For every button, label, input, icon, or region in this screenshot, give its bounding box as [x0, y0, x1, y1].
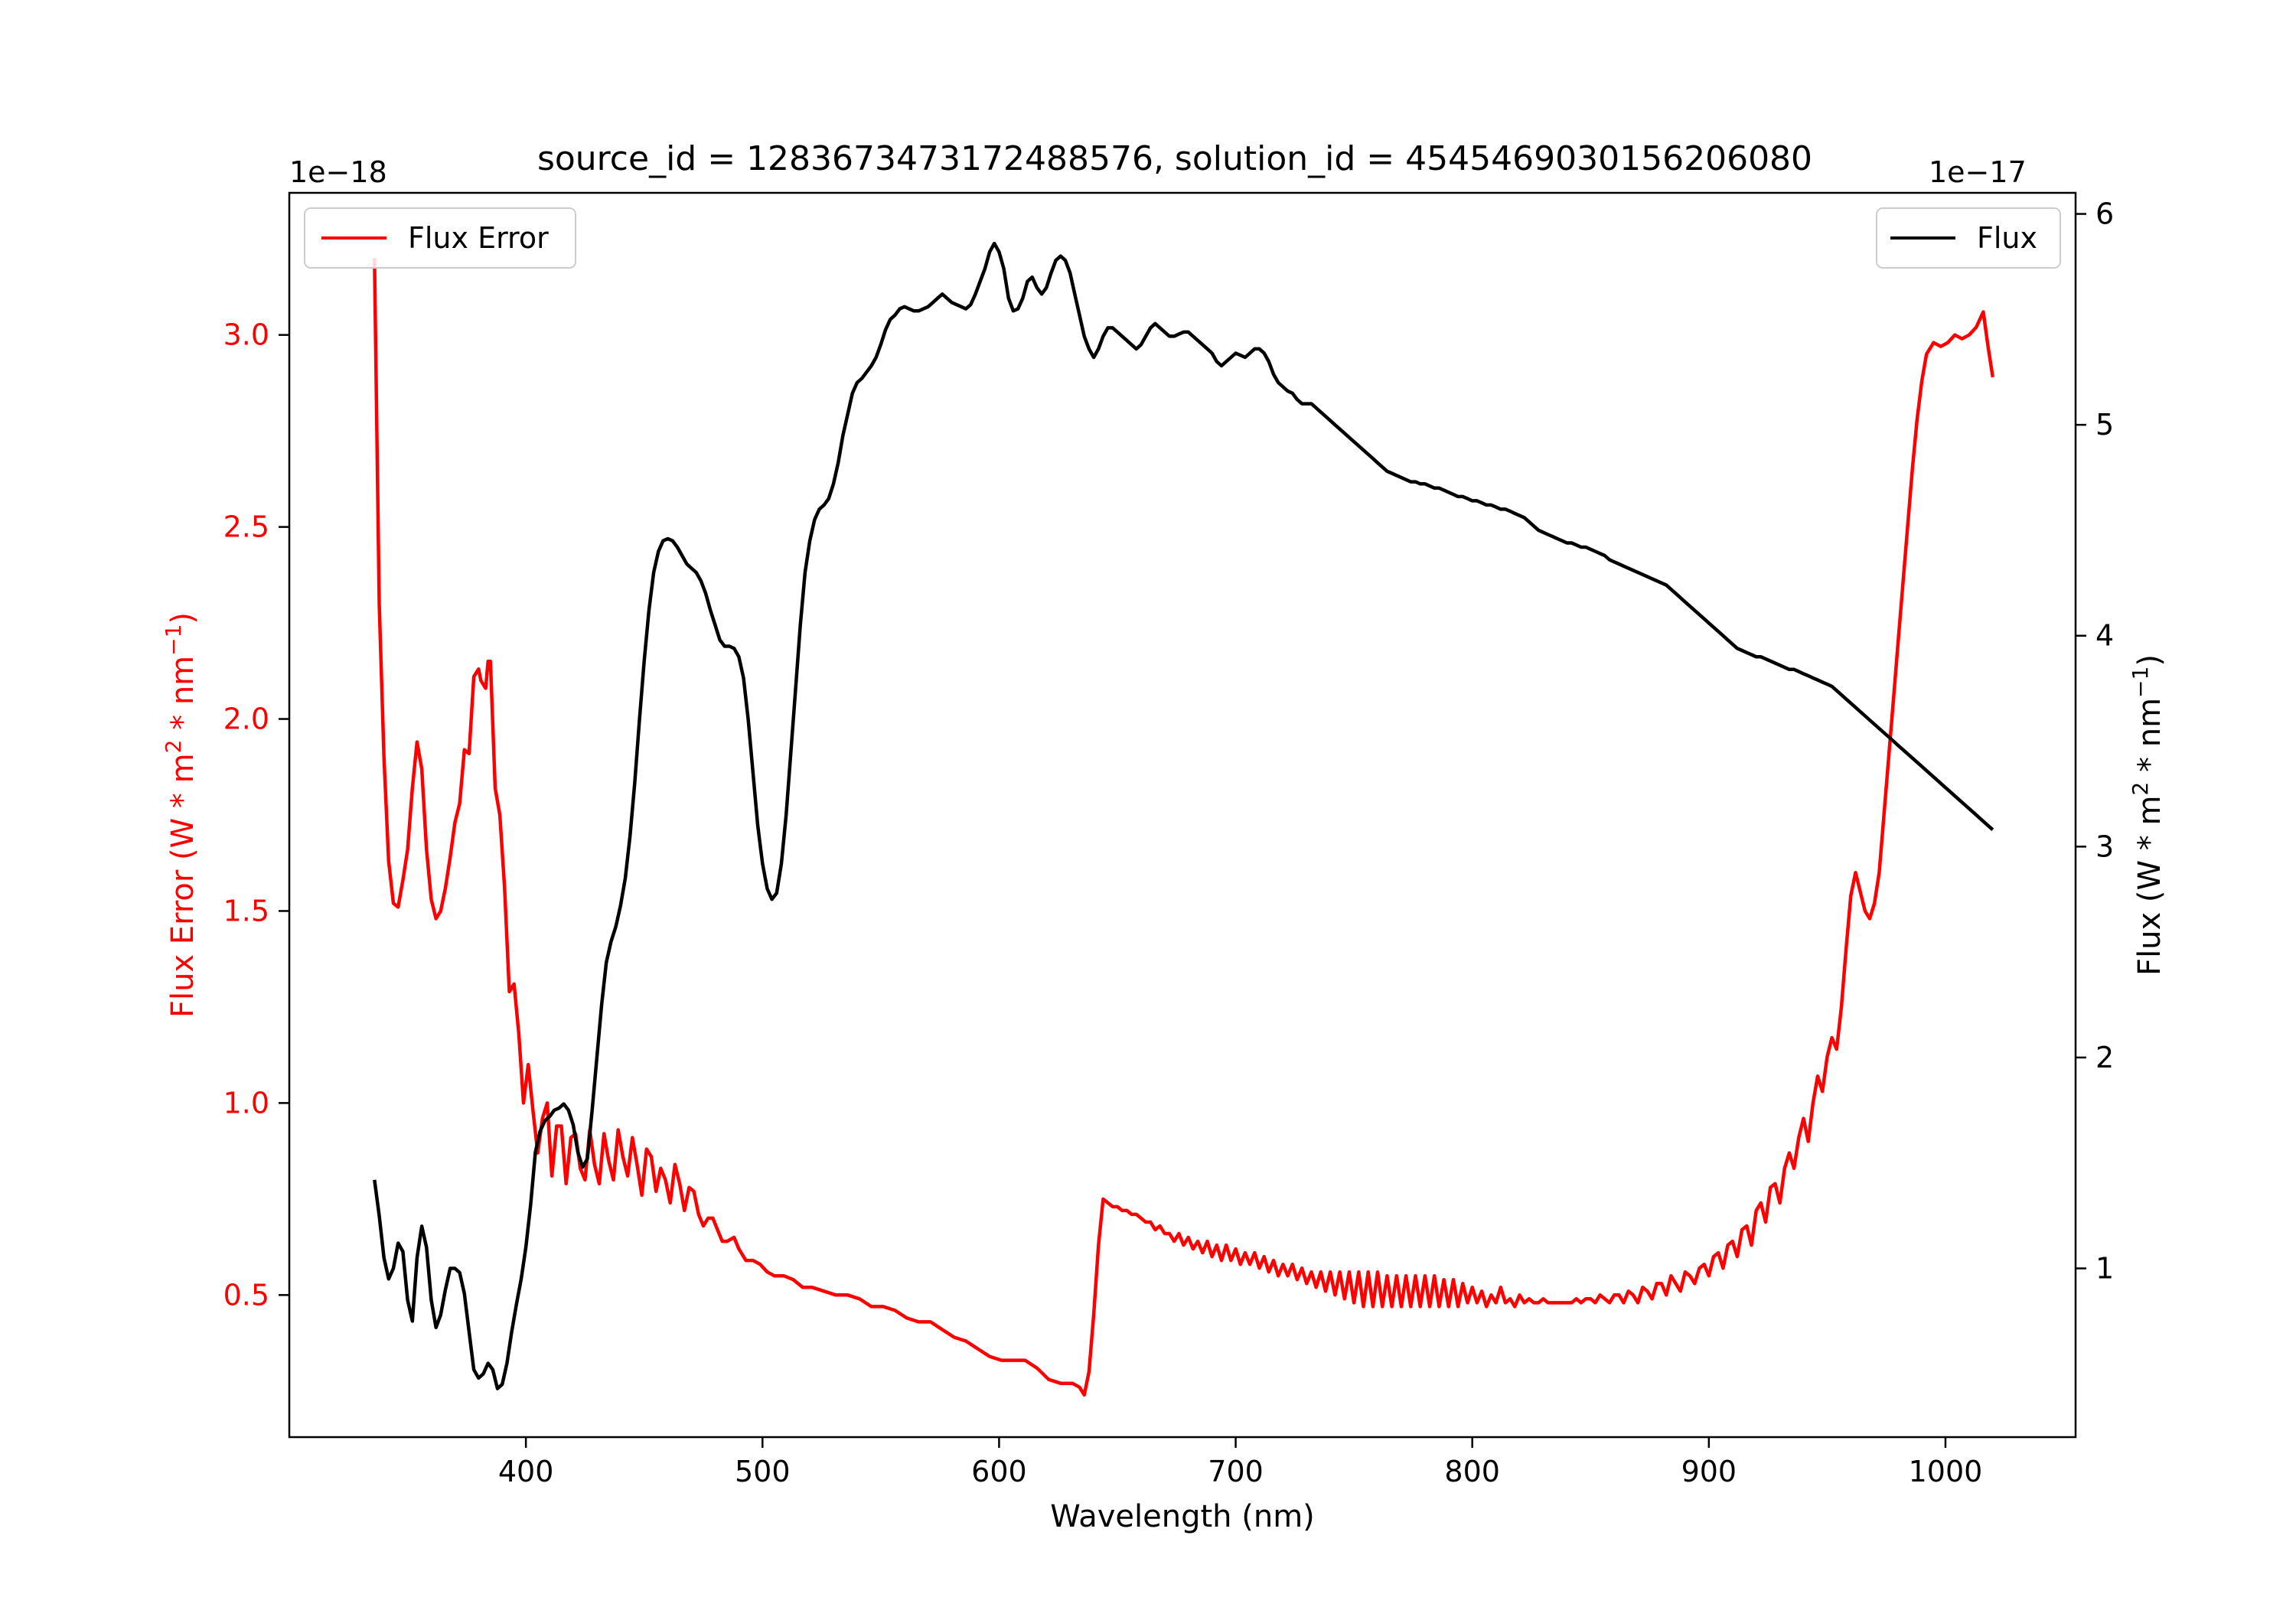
right-tick-label: 5 [2095, 408, 2114, 442]
right-axis-offset-text: 1e−17 [1929, 155, 2027, 189]
legend-flux-error-label: Flux Error [408, 221, 549, 255]
x-tick-label: 800 [1444, 1455, 1500, 1488]
legend-flux-label: Flux [1977, 221, 2037, 255]
left-tick-label: 1.5 [223, 894, 269, 927]
series-layer [373, 241, 1995, 1397]
right-tick-label: 4 [2095, 619, 2114, 653]
right-tick-label: 6 [2095, 197, 2114, 231]
x-axis-label: Wavelength (nm) [1050, 1499, 1315, 1534]
series-line-flux-error [373, 258, 1995, 1397]
x-tick-label: 700 [1208, 1455, 1264, 1488]
series-line-flux [373, 241, 1994, 1390]
left-axis-offset-text: 1e−18 [289, 155, 387, 189]
legend-flux-error: Flux Error [304, 207, 576, 269]
right-axis-label: Flux (W * m2 * nm−1) [2128, 654, 2167, 976]
right-tick-label: 3 [2095, 830, 2114, 863]
plot-frame [288, 191, 2077, 1439]
left-tick-label: 3.0 [223, 318, 269, 352]
x-tick-label: 600 [971, 1455, 1027, 1488]
left-tick-label: 2.5 [223, 510, 269, 544]
left-axis-label: Flux Error (W * m2 * nm−1) [161, 612, 201, 1018]
svg-text:1e−17: 1e−17 [1929, 155, 2027, 189]
chart-title: source_id = 1283673473172488576, solutio… [537, 139, 1812, 178]
left-tick-label: 0.5 [223, 1278, 269, 1312]
legend-flux: Flux [1876, 207, 2061, 269]
x-tick-label: 500 [735, 1455, 791, 1488]
right-axis-ticks: 1 2 3 4 5 6 [2076, 197, 2114, 1286]
x-tick-label: 900 [1681, 1455, 1737, 1488]
svg-text:1e−18: 1e−18 [289, 155, 387, 189]
left-tick-label: 1.0 [223, 1086, 269, 1120]
left-axis-ticks: 0.5 1.0 1.5 2.0 2.5 3.0 [223, 318, 289, 1312]
right-tick-label: 2 [2095, 1041, 2114, 1074]
left-tick-label: 2.0 [223, 702, 269, 736]
x-axis-ticks: 400 500 600 700 800 900 1000 [498, 1437, 1982, 1488]
x-tick-label: 400 [498, 1455, 554, 1488]
right-tick-label: 1 [2095, 1252, 2114, 1286]
x-tick-label: 1000 [1909, 1455, 1983, 1488]
